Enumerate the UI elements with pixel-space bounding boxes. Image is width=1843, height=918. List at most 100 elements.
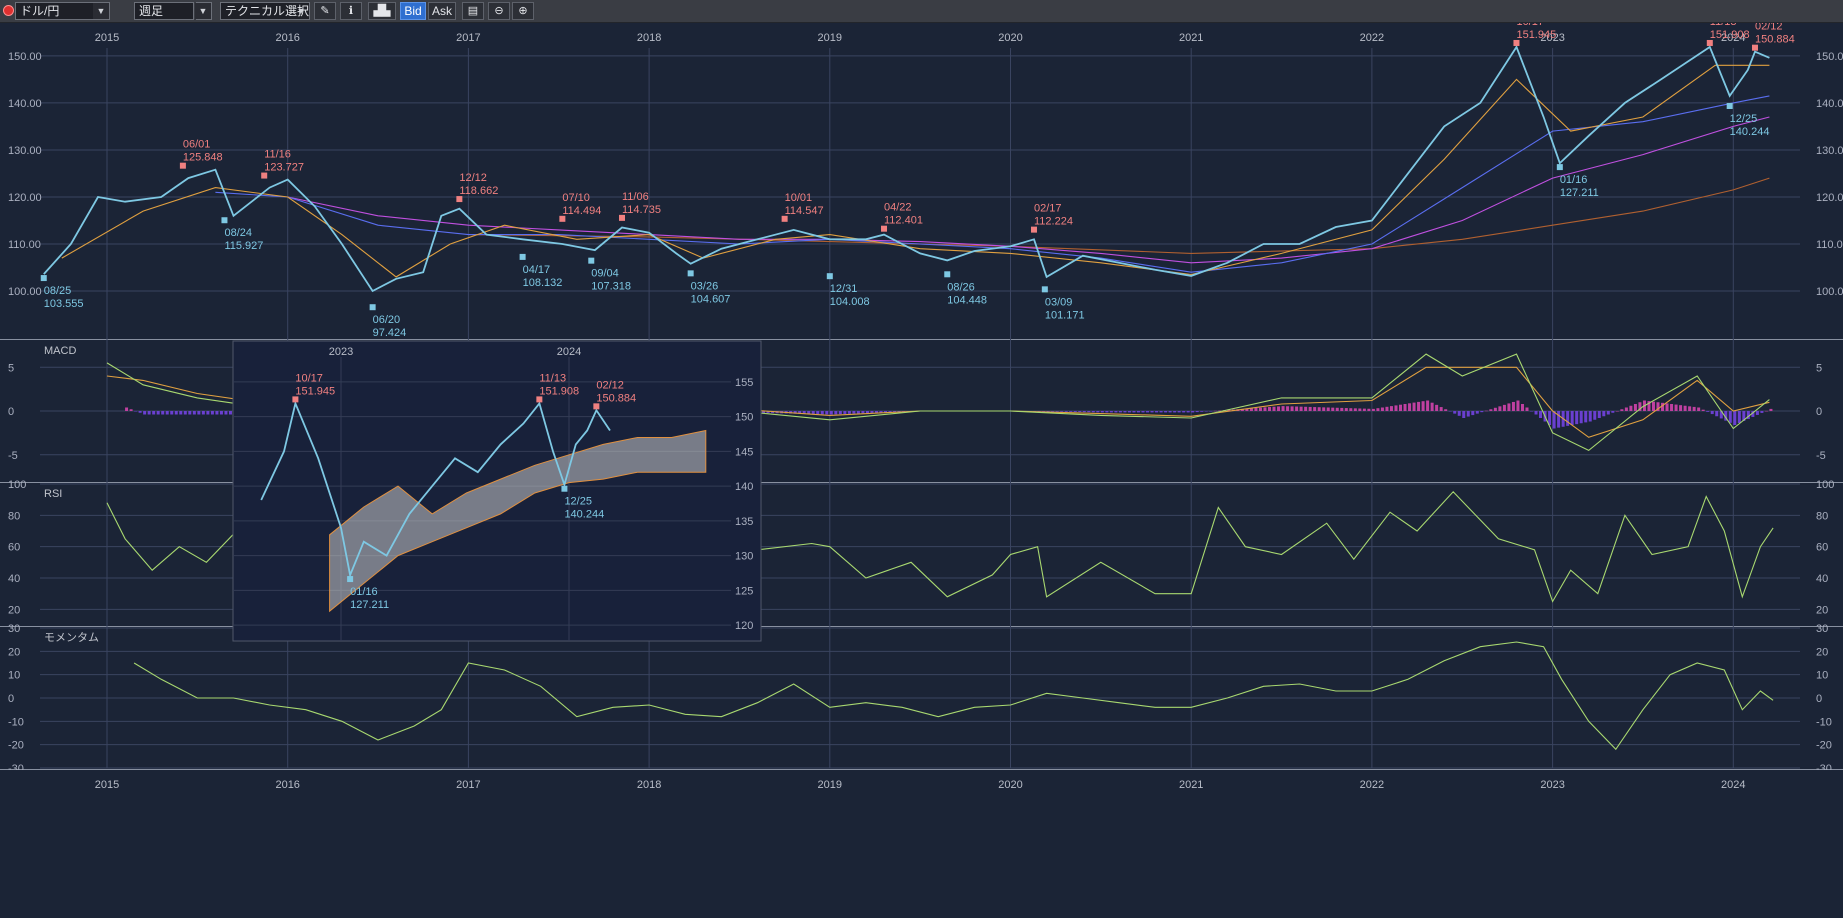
year-label-bottom: 2018 — [637, 779, 661, 791]
macd-histogram-bar — [1498, 406, 1502, 411]
macd-histogram-bar — [125, 407, 129, 411]
y-tick-label-right: 120.00 — [1816, 192, 1843, 204]
ask-button[interactable]: Ask — [428, 2, 456, 20]
annotation-value: 112.401 — [884, 215, 923, 227]
series-sma-long-line — [287, 116, 1770, 264]
extreme-marker — [687, 270, 694, 277]
macd-histogram-bar — [1295, 406, 1299, 411]
macd-histogram-bar — [1087, 411, 1091, 413]
period-select[interactable]: 週足 — [134, 2, 194, 20]
macd-histogram-bar — [1213, 410, 1217, 412]
y-tick-label-right: -5 — [1816, 450, 1826, 462]
macd-histogram-bar — [1751, 411, 1755, 417]
y-tick-label-right: 110.00 — [1816, 239, 1843, 251]
macd-histogram-bar — [1073, 411, 1077, 412]
year-label-bottom: 2022 — [1360, 779, 1384, 791]
extreme-marker — [1030, 226, 1037, 233]
macd-histogram-bar — [1317, 407, 1321, 411]
macd-histogram-bar — [1661, 402, 1665, 411]
macd-histogram-bar — [874, 411, 878, 413]
macd-histogram-bar — [1719, 411, 1723, 419]
annotation-value: 140.244 — [1730, 126, 1770, 138]
inset-annotation-date: 12/25 — [564, 496, 592, 508]
zoom-in-button[interactable]: ⊕ — [512, 2, 534, 20]
macd-histogram-bar — [1344, 408, 1348, 411]
bid-button-label: Bid — [404, 4, 422, 18]
macd-histogram-bar — [1299, 406, 1303, 411]
macd-histogram-bar — [1105, 411, 1109, 413]
macd-histogram-bar — [1091, 411, 1095, 413]
macd-histogram-bar — [1304, 406, 1308, 411]
y-tick-label-right: 150.00 — [1816, 51, 1843, 63]
annotation-date: 10/17 — [1516, 23, 1544, 28]
macd-histogram-bar — [138, 411, 142, 413]
year-label-bottom: 2020 — [998, 779, 1022, 791]
compare-chart-button[interactable]: ▤ — [462, 2, 484, 20]
period-dropdown-button[interactable]: ▼ — [195, 2, 212, 20]
macd-histogram-bar — [861, 411, 865, 414]
macd-histogram-bar — [1245, 408, 1249, 411]
symbol-select[interactable]: ドル/円 ▼ — [15, 2, 110, 20]
macd-histogram-bar — [807, 411, 811, 414]
macd-histogram-bar — [1651, 401, 1655, 411]
extreme-marker — [456, 196, 463, 203]
annotation-value: 127.211 — [1560, 187, 1599, 199]
macd-histogram-bar — [1399, 404, 1403, 411]
macd-histogram-bar — [879, 411, 883, 413]
inset-price-tick: 120 — [735, 620, 753, 632]
year-label-bottom: 2021 — [1179, 779, 1203, 791]
annotation-value: 104.448 — [947, 294, 987, 306]
annotation-date: 11/06 — [622, 191, 649, 203]
chart-area[interactable]: 2015 2015 2016 2016 2017 2017 2018 2018 2019 2019… — [0, 23, 1843, 918]
technical-select[interactable]: テクニカル選択 ▼ — [220, 2, 310, 20]
macd-histogram-bar — [1633, 404, 1637, 411]
macd-label: MACD — [44, 345, 76, 357]
macd-histogram-bar — [816, 411, 820, 415]
y-tick-label-left: 40 — [8, 573, 20, 585]
macd-histogram-bar — [1457, 411, 1461, 416]
info-button[interactable]: ℹ — [340, 2, 362, 20]
macd-histogram-bar — [1674, 404, 1678, 411]
macd-histogram-bar — [161, 411, 165, 415]
chart-type-button[interactable]: ▟▙ — [368, 2, 396, 20]
series-sma-mid-line — [215, 95, 1770, 273]
extreme-marker — [261, 172, 268, 179]
macd-histogram-bar — [1566, 411, 1570, 426]
zoom-out-icon: ⊖ — [494, 5, 504, 17]
macd-histogram-bar — [1394, 405, 1398, 411]
macd-histogram-bar — [1127, 411, 1131, 413]
macd-histogram-bar — [1389, 406, 1393, 411]
y-tick-label-right: 100.00 — [1816, 286, 1843, 298]
macd-histogram-bar — [1173, 411, 1177, 413]
year-label-top: 2024 — [1721, 32, 1745, 44]
draw-tool-button[interactable]: ✎ — [314, 2, 336, 20]
zoom-out-button[interactable]: ⊖ — [488, 2, 510, 20]
macd-histogram-bar — [1584, 411, 1588, 423]
y-tick-label-right: 0 — [1816, 406, 1822, 418]
annotation-date: 06/01 — [183, 139, 211, 151]
macd-histogram-bar — [1665, 403, 1669, 411]
macd-histogram-bar — [1679, 405, 1683, 411]
macd-histogram-bar — [1530, 411, 1534, 412]
macd-histogram-bar — [1109, 411, 1113, 413]
macd-histogram-bar — [893, 411, 897, 413]
inset-annotation-value: 127.211 — [350, 599, 389, 611]
macd-histogram-bar — [1191, 411, 1195, 413]
macd-histogram-bar — [884, 411, 888, 413]
macd-histogram-bar — [1520, 404, 1524, 411]
macd-histogram-bar — [1448, 411, 1452, 412]
macd-histogram-bar — [197, 411, 201, 415]
bid-button[interactable]: Bid — [400, 2, 426, 20]
macd-histogram-bar — [1724, 411, 1728, 421]
macd-histogram-bar — [1331, 407, 1335, 411]
macd-histogram-bar — [1218, 410, 1222, 412]
macd-histogram-bar — [1272, 406, 1276, 411]
inset-extreme-marker — [561, 485, 568, 492]
macd-histogram-bar — [1155, 411, 1159, 413]
macd-histogram-bar — [1760, 411, 1764, 413]
y-tick-label-left: 20 — [8, 604, 20, 616]
macd-histogram-bar — [1701, 409, 1705, 411]
macd-histogram-bar — [1534, 411, 1538, 415]
macd-histogram-bar — [1146, 411, 1150, 413]
macd-histogram-bar — [183, 411, 187, 415]
